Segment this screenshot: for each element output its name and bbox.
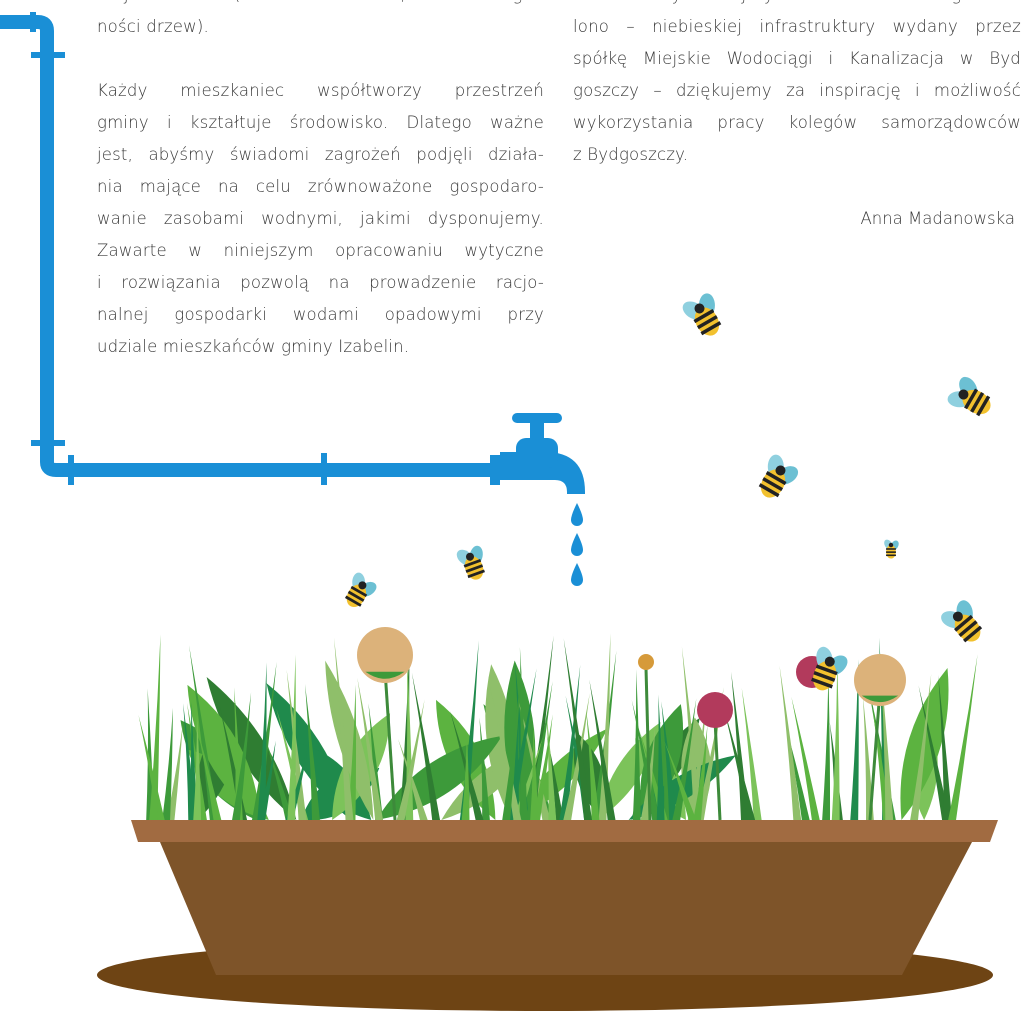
shape — [31, 440, 65, 446]
shape — [31, 52, 65, 58]
shape — [886, 548, 896, 550]
text-line: Każdy mieszkaniec współtworzy przestrzeń — [97, 75, 544, 107]
shape — [638, 654, 654, 670]
shape — [571, 533, 583, 556]
pot — [97, 820, 998, 1011]
shape — [886, 551, 896, 553]
paragraph: krajobrazowe (zakwitanie roślin, w szcze… — [97, 0, 544, 43]
text-line: goszczy – dziękujemy za inspirację i moż… — [573, 75, 1021, 107]
page: krajobrazowe (zakwitanie roślin, w szcze… — [0, 0, 1021, 1011]
shape — [886, 555, 896, 557]
shape — [530, 420, 544, 442]
shape — [822, 674, 830, 822]
shape — [385, 670, 395, 820]
shape — [675, 285, 732, 344]
shape — [780, 666, 802, 822]
shape — [882, 538, 900, 558]
shape — [889, 543, 894, 548]
text-line: nia mające na celu zrównoważone gospodar… — [97, 171, 544, 203]
shape — [571, 503, 583, 526]
right-column: bazowaliśmy niniejszy folder na katalogu… — [573, 0, 1021, 171]
text-line: nalnej gospodarki wodami opadowymi przy — [97, 299, 544, 331]
text-line: wanie zasobami wodnymi, jakimi dysponuje… — [97, 203, 544, 235]
shape — [321, 453, 327, 485]
text-line: jest, abyśmy świadomi zagrożeń podjęli d… — [97, 139, 544, 171]
text-line: bazowaliśmy niniejszy folder na katalogu… — [573, 0, 1021, 11]
shape — [749, 448, 806, 507]
text-line: krajobrazowe (zakwitanie roślin, w szcze… — [97, 0, 544, 11]
paragraph: Każdy mieszkaniec współtworzy przestrzeń… — [97, 75, 544, 363]
shape — [131, 820, 998, 842]
shape — [512, 413, 562, 423]
shape — [941, 369, 1000, 426]
shape — [490, 455, 500, 485]
left-column: krajobrazowe (zakwitanie roślin, w szcze… — [97, 0, 544, 363]
shape — [832, 660, 840, 822]
text-line: spółkę Miejskie Wodociągi i Kanalizacja … — [573, 43, 1021, 75]
text-line: z Bydgoszczy. — [573, 139, 1021, 171]
paragraph: bazowaliśmy niniejszy folder na katalogu… — [573, 0, 1021, 171]
shape — [160, 842, 972, 975]
shape — [516, 438, 558, 468]
shape — [934, 591, 994, 651]
text-line: ności drzew). — [97, 11, 544, 43]
text-line: Zawarte w niniejszym opracowaniu wytyczn… — [97, 235, 544, 267]
text-line: wykorzystania pracy kolegów samorządowcó… — [573, 107, 1021, 139]
shape — [337, 567, 383, 614]
plants — [138, 627, 977, 835]
shape — [948, 654, 978, 822]
text-line: lono – niebieskiej infrastruktury wydany… — [573, 11, 1021, 43]
shape — [30, 12, 36, 32]
signature: Anna Madanowska — [860, 203, 1015, 235]
shape — [697, 692, 733, 728]
text-line: udziale mieszkańców gminy Izabelin. — [97, 331, 544, 363]
shape — [571, 563, 583, 586]
shape — [452, 539, 494, 584]
text-line: gminy i kształtuje środowisko. Dlatego w… — [97, 107, 544, 139]
shape — [68, 455, 74, 485]
text-line: i rozwiązania pozwolą na prowadzenie rac… — [97, 267, 544, 299]
